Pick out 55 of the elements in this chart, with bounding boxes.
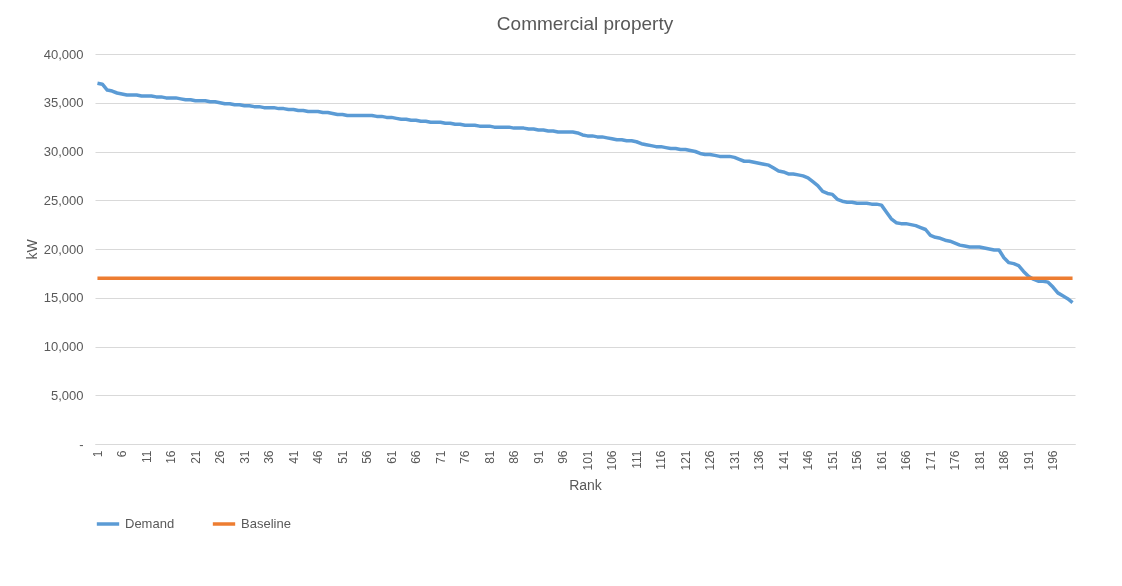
x-tick-label: 46: [311, 450, 326, 464]
chart-title: Commercial property: [496, 13, 674, 34]
x-tick-label: 11: [139, 450, 154, 463]
x-tick-label: 56: [360, 450, 375, 464]
x-tick-label: 61: [384, 450, 399, 464]
x-tick-label: 161: [874, 450, 889, 471]
x-axis-title: Rank: [569, 476, 603, 493]
legend-label: Demand: [125, 516, 175, 531]
x-tick-label: 151: [825, 450, 840, 471]
x-tick-label: 26: [213, 450, 228, 464]
x-tick-label: 121: [678, 450, 693, 471]
line-series: [95, 81, 1075, 305]
x-tick-label: 176: [948, 450, 963, 471]
x-tick-label: 191: [1021, 450, 1036, 471]
x-tick-label: 136: [752, 450, 767, 471]
x-tick-label: 76: [458, 450, 473, 464]
x-tick-label: 1: [90, 450, 105, 458]
x-tick-label: 31: [237, 450, 252, 464]
x-tick-label: 6: [115, 450, 130, 458]
x-tick-label: 96: [556, 450, 571, 464]
x-tick-label: 126: [703, 450, 718, 471]
y-tick-label: 20,000: [43, 241, 84, 257]
y-tick-label: 40,000: [43, 46, 84, 62]
x-tick-label: 106: [605, 450, 620, 471]
x-tick-label: 21: [188, 450, 203, 464]
x-tick-label: 131: [727, 450, 742, 471]
x-tick-label: 91: [531, 450, 546, 464]
x-tick-label: 81: [482, 450, 497, 464]
x-tick-label: 101: [580, 450, 595, 471]
x-tick-label: 156: [850, 450, 865, 471]
x-tick-label: 196: [1046, 450, 1061, 471]
legend-label: Baseline: [241, 516, 291, 531]
x-tick-label: 71: [433, 450, 448, 464]
x-tick-label: 181: [972, 450, 987, 471]
x-tick-label: 16: [164, 450, 179, 464]
y-tick-label: 15,000: [43, 290, 84, 306]
x-tick-label: 66: [409, 450, 424, 464]
x-tick-label: 41: [286, 450, 301, 464]
y-tick-label: 35,000: [43, 95, 84, 111]
x-tick-label: 86: [507, 450, 522, 464]
y-tick-label: 30,000: [43, 144, 84, 159]
x-tick-label: 51: [335, 450, 350, 464]
y-tick-label: 10,000: [43, 339, 84, 354]
x-tick-label: 166: [899, 450, 914, 471]
x-tick-label: 141: [776, 450, 791, 471]
x-tick-label: 111: [629, 450, 644, 469]
y-tick-label: 25,000: [43, 192, 84, 208]
y-tick-label: -: [79, 436, 84, 452]
x-tick-label: 146: [801, 450, 816, 471]
x-tick-label: 116: [654, 450, 669, 470]
x-tick-label: 36: [262, 450, 277, 464]
x-tick-label: 171: [923, 450, 938, 471]
x-tick-label: 186: [997, 450, 1012, 471]
y-axis-title: kW: [23, 238, 40, 260]
y-tick-label: 5,000: [50, 387, 84, 403]
